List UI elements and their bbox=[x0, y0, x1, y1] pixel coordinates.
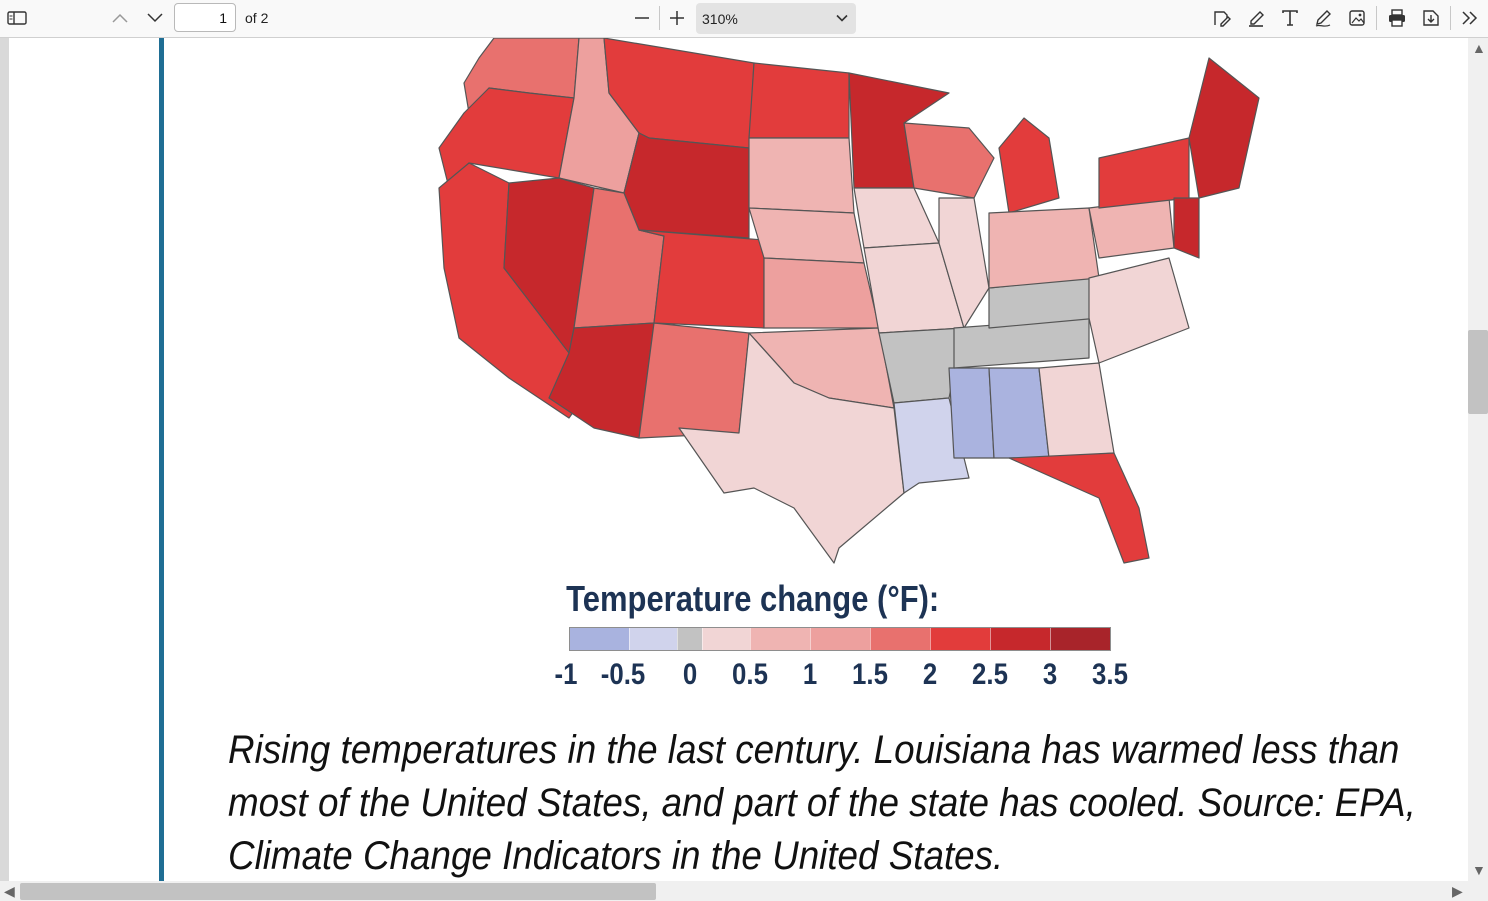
legend-color-scale bbox=[569, 627, 1111, 651]
caption-line-1: Rising temperatures in the last century.… bbox=[228, 728, 1400, 772]
page-accent-bar bbox=[159, 38, 164, 882]
map-region-carolinas-virginia bbox=[1088, 257, 1190, 364]
legend-tick-label: 3.5 bbox=[1092, 658, 1128, 691]
legend-swatch bbox=[677, 628, 702, 650]
legend-swatch bbox=[570, 628, 629, 650]
map-region-texas bbox=[678, 332, 905, 564]
map-region-new-england bbox=[1188, 57, 1260, 199]
print-icon[interactable] bbox=[1382, 4, 1412, 32]
text-tool-icon[interactable] bbox=[1275, 4, 1305, 32]
legend-tick-label: 3 bbox=[1042, 658, 1058, 691]
legend-tick-label: 1.5 bbox=[852, 658, 888, 691]
map-region-wyoming bbox=[623, 132, 750, 239]
legend-tick-label: 0.5 bbox=[732, 658, 768, 691]
document-viewer[interactable]: Temperature change (°F): -1 -0.5 0 0.5 1 1.5 2… bbox=[0, 38, 1468, 882]
figure-caption: Rising temperatures in the last century.… bbox=[228, 724, 1416, 882]
toolbar-separator bbox=[1450, 6, 1451, 30]
legend-swatch bbox=[810, 628, 870, 650]
scroll-up-icon[interactable]: ▲ bbox=[1472, 40, 1486, 56]
next-page-button[interactable] bbox=[140, 4, 170, 32]
pdf-page: Temperature change (°F): -1 -0.5 0 0.5 1 1.5 2… bbox=[9, 38, 1468, 882]
legend-swatch bbox=[1050, 628, 1110, 650]
legend-tick-label: 2.5 bbox=[972, 658, 1008, 691]
map-region-louisiana bbox=[893, 397, 970, 494]
map-region-kansas bbox=[763, 257, 880, 329]
draw-icon[interactable] bbox=[1308, 4, 1338, 32]
legend-swatch bbox=[930, 628, 990, 650]
map-region-florida bbox=[1008, 452, 1150, 564]
scroll-down-icon[interactable]: ▼ bbox=[1472, 862, 1486, 878]
vertical-scroll-thumb[interactable] bbox=[1468, 330, 1488, 414]
map-region-north-dakota bbox=[748, 62, 850, 139]
legend-tick-label: 2 bbox=[922, 658, 938, 691]
more-tools-icon[interactable] bbox=[1455, 4, 1485, 32]
zoom-out-button[interactable] bbox=[627, 4, 657, 32]
legend-tick-label: -1 bbox=[554, 658, 578, 691]
legend-tick-label: 1 bbox=[802, 658, 818, 691]
map-region-new-mexico bbox=[638, 322, 750, 439]
legend-swatch bbox=[701, 628, 750, 650]
toolbar-separator bbox=[1376, 6, 1377, 30]
map-region-mississippi bbox=[948, 367, 995, 459]
map-region-georgia bbox=[1038, 362, 1115, 459]
page-number-input[interactable] bbox=[174, 3, 236, 32]
legend-tick-label: -0.5 bbox=[600, 658, 646, 691]
previous-page-button[interactable] bbox=[105, 4, 135, 32]
map-region-new-jersey bbox=[1173, 197, 1200, 259]
zoom-level-value: 310% bbox=[702, 11, 738, 27]
map-region-nebraska bbox=[748, 207, 865, 264]
chevron-down-icon bbox=[836, 11, 848, 29]
legend-swatch bbox=[870, 628, 930, 650]
map-region-south-dakota bbox=[748, 137, 855, 214]
map-region-indiana-ohio bbox=[988, 207, 1100, 289]
pdf-toolbar: of 2 310% bbox=[0, 0, 1488, 38]
legend-swatch bbox=[750, 628, 810, 650]
vertical-scrollbar[interactable] bbox=[1468, 38, 1488, 882]
highlight-icon[interactable] bbox=[1241, 4, 1271, 32]
map-region-illinois bbox=[938, 197, 990, 329]
zoom-in-button[interactable] bbox=[662, 4, 692, 32]
scrollbar-corner bbox=[1468, 881, 1488, 901]
scroll-left-icon[interactable]: ◀ bbox=[4, 883, 15, 899]
legend-swatch bbox=[629, 628, 678, 650]
map-region-michigan bbox=[998, 117, 1060, 214]
map-region-colorado bbox=[638, 229, 765, 329]
map-region-iowa bbox=[853, 187, 940, 249]
sidebar-toggle-icon[interactable] bbox=[2, 4, 32, 32]
horizontal-scroll-thumb[interactable] bbox=[20, 883, 656, 900]
caption-line-2: most of the United States, and part of t… bbox=[228, 781, 1416, 825]
page-count-label: of 2 bbox=[245, 10, 269, 26]
legend-title: Temperature change (°F): bbox=[566, 578, 940, 619]
map-region-wisconsin bbox=[903, 122, 995, 199]
toolbar-separator bbox=[659, 6, 660, 30]
zoom-level-select[interactable]: 310% bbox=[696, 3, 856, 34]
scroll-right-icon[interactable]: ▶ bbox=[1452, 883, 1463, 899]
add-image-icon[interactable] bbox=[1342, 4, 1372, 32]
legend-swatch bbox=[990, 628, 1050, 650]
fill-and-sign-icon[interactable] bbox=[1207, 4, 1237, 32]
caption-line-3: Climate Change Indicators in the United … bbox=[228, 834, 1004, 878]
save-icon[interactable] bbox=[1416, 4, 1446, 32]
us-temperature-map bbox=[438, 38, 1260, 564]
legend-tick-label: 0 bbox=[682, 658, 698, 691]
